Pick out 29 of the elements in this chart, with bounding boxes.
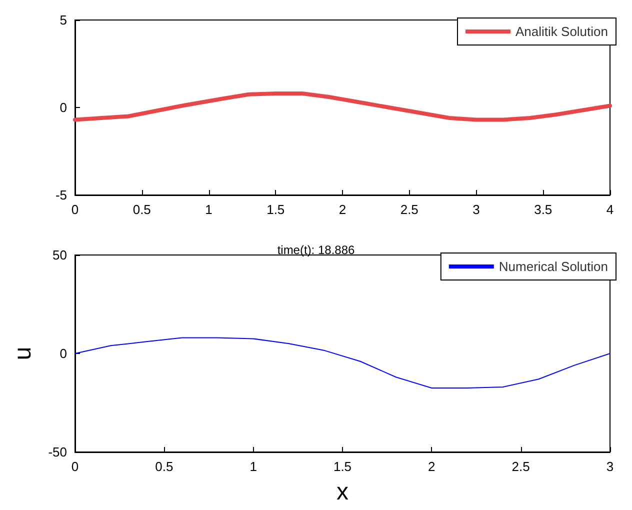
y-tick-label: 0 bbox=[60, 100, 67, 115]
legend-label: Analitik Solution bbox=[516, 24, 608, 39]
y-tick-label: 50 bbox=[52, 248, 67, 262]
x-tick-label: 2 bbox=[338, 202, 346, 217]
x-tick-label: 0 bbox=[71, 459, 79, 474]
x-tick-label: 3 bbox=[606, 459, 614, 474]
legend-label: Numerical Solution bbox=[498, 259, 608, 274]
x-tick-label: 1.5 bbox=[266, 202, 285, 217]
x-tick-label: 2 bbox=[428, 459, 436, 474]
y-axis-title: u bbox=[10, 346, 36, 360]
x-tick-label: 3 bbox=[472, 202, 480, 217]
x-tick-label: 1 bbox=[250, 459, 257, 474]
line-series bbox=[73, 92, 612, 122]
x-tick-label: 0.5 bbox=[132, 202, 151, 217]
x-tick-label: 2.5 bbox=[400, 202, 418, 217]
y-tick-label: -5 bbox=[55, 188, 67, 202]
x-tick-label: 2.5 bbox=[512, 459, 530, 474]
x-tick-label: 0.5 bbox=[155, 459, 174, 474]
y-tick-label: -50 bbox=[48, 444, 67, 460]
y-tick-label: 0 bbox=[60, 346, 67, 361]
x-tick-label: 1.5 bbox=[333, 459, 352, 474]
x-axis-title: x bbox=[336, 478, 348, 506]
x-tick-label: 3.5 bbox=[534, 202, 552, 217]
chart-title: time(t): 18.886 bbox=[277, 243, 356, 257]
line-series bbox=[74, 337, 610, 388]
y-tick-label: 5 bbox=[60, 12, 67, 28]
x-tick-label: 0 bbox=[71, 202, 79, 217]
x-tick-label: 1 bbox=[205, 202, 212, 217]
x-tick-label: 4 bbox=[606, 202, 614, 217]
